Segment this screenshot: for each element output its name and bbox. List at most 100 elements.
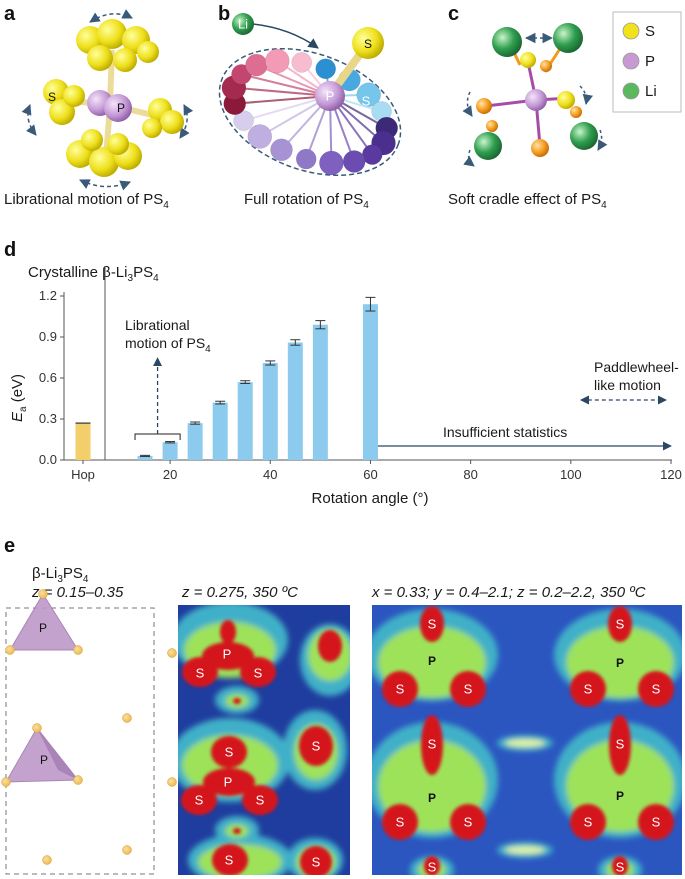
mid-map-atom-labels: P S S S P S S S S S — [195, 647, 321, 870]
mid-map-atom-s5: S — [256, 793, 265, 808]
panel-c-label: c — [448, 3, 459, 25]
right-map-atom-labels: S P S S S P S S S P S S S P S S S S — [396, 617, 661, 875]
x-tick-label: 20 — [163, 467, 177, 482]
panel-a-atom-s: S — [48, 90, 56, 104]
mid-map-atom-s4: S — [195, 793, 204, 808]
left-structure-z-range: z = 0.15–0.35 — [31, 584, 124, 601]
right-map-atom-s12: S — [652, 815, 661, 830]
librational-bracket — [134, 433, 181, 441]
legend-label-li: Li — [645, 83, 657, 100]
left-structure-title: β-Li3PS4 — [32, 565, 89, 585]
bar-angle-60 — [362, 304, 378, 460]
panel-a: a S P Librational motion of PS4 — [4, 3, 194, 211]
right-map-atom-s9: S — [464, 815, 473, 830]
ring-atom — [245, 53, 268, 77]
chart-title: Crystalline β-Li3PS4 — [28, 264, 159, 284]
annotation-paddlewheel-line2: like motion — [594, 377, 661, 393]
right-map-atom-s14: S — [616, 860, 625, 875]
errorbar-angle-30 — [215, 400, 226, 405]
ring-atom — [315, 58, 336, 80]
panel-e: e β-Li3PS4 z = 0.15–0.35 z = 0.275, 350 … — [1, 535, 682, 875]
x-tick-label-hop: Hop — [71, 467, 95, 482]
ps4-soft-cradle-illustration — [462, 23, 608, 167]
right-map-atom-p2: P — [616, 656, 624, 670]
panel-c: c — [448, 3, 682, 211]
ring-atom — [270, 138, 293, 162]
ring-atom — [233, 110, 254, 131]
chart-ylabel: Ea (eV) — [9, 374, 29, 422]
atom-legend: SP Li — [622, 22, 657, 100]
legend-marker-li — [622, 82, 640, 100]
annotation-librational-line2: motion of PS4 — [125, 335, 211, 355]
panel-b: b Li S P S Full rotation of PS4 — [218, 3, 402, 211]
panel-c-caption: Soft cradle effect of PS4 — [448, 191, 607, 211]
bar-angle-20 — [162, 442, 178, 460]
x-tick-label: 120 — [660, 467, 682, 482]
chart-plot-area: 0.0 0.3 0.6 0.9 1.2 20 40 60 80 100 120 Hop — [39, 266, 682, 482]
panel-b-caption: Full rotation of PS4 — [244, 191, 369, 211]
y-tick-label: 1.2 — [39, 288, 57, 303]
ring-atom — [295, 148, 317, 170]
left-structure-atom-p2: P — [40, 753, 48, 767]
right-map-atom-s1: S — [428, 617, 437, 632]
rotation-ring-atoms — [221, 48, 398, 176]
panel-a-atom-p: P — [117, 101, 125, 115]
mid-map-title: z = 0.275, 350 ºC — [181, 584, 298, 601]
mid-map-atom-s6: S — [312, 739, 321, 754]
panel-b-atom-p: P — [326, 89, 335, 104]
y-tick-label: 0.6 — [39, 370, 57, 385]
bar-angle-15 — [137, 455, 153, 460]
right-map-atom-p1: P — [428, 654, 436, 668]
bar-angle-45 — [287, 342, 303, 460]
panel-d: d Crystalline β-Li3PS4 Ea (eV) Rotation … — [4, 239, 682, 507]
bar-angle-35 — [237, 382, 253, 460]
mid-map-atom-s1: S — [196, 666, 205, 681]
x-tick-label: 80 — [463, 467, 477, 482]
annotation-librational-line1: Librational — [125, 317, 190, 333]
bar-angle-50 — [312, 324, 328, 460]
errorbar-angle-60 — [365, 296, 376, 312]
right-map-atom-s6: S — [652, 682, 661, 697]
bar-angle-30 — [212, 402, 228, 460]
errorbar-angle-15 — [140, 454, 151, 457]
right-density-map — [372, 605, 682, 875]
ring-atom — [319, 150, 344, 176]
y-tick-label: 0.9 — [39, 329, 57, 344]
right-map-atom-s8: S — [396, 815, 405, 830]
y-tick-label: 0.0 — [39, 452, 57, 467]
right-map-title: x = 0.33; y = 0.4–2.1; z = 0.2–2.2, 350 … — [371, 584, 646, 601]
mid-map-atom-s3: S — [225, 745, 234, 760]
chart-xlabel: Rotation angle (°) — [312, 490, 429, 507]
legend-label-p: P — [645, 53, 655, 70]
left-structure-atom-p1: P — [39, 621, 47, 635]
bar-angle-40 — [262, 362, 278, 460]
right-map-atom-s10: S — [616, 737, 625, 752]
right-map-atom-s5: S — [584, 682, 593, 697]
ring-atom — [342, 150, 366, 173]
bar-hop — [75, 423, 91, 460]
legend-label-s: S — [645, 23, 655, 40]
y-tick-label: 0.3 — [39, 411, 57, 426]
panel-b-atom-s: S — [364, 37, 372, 51]
errorbar-angle-50 — [315, 320, 326, 330]
right-map-atom-s13: S — [428, 860, 437, 875]
panel-b-label: b — [218, 3, 230, 25]
right-map-atom-s4: S — [616, 617, 625, 632]
x-tick-label: 60 — [363, 467, 377, 482]
mid-map-atom-s7: S — [225, 853, 234, 868]
errorbar-angle-20 — [165, 441, 176, 444]
mid-map-atom-s8: S — [312, 855, 321, 870]
errorbar-angle-25 — [190, 421, 201, 425]
legend-marker-s — [622, 22, 640, 40]
x-tick-label: 100 — [560, 467, 582, 482]
ring-atom — [265, 48, 290, 74]
errorbar-angle-40 — [265, 360, 276, 366]
annotation-insufficient-statistics: Insufficient statistics — [443, 424, 567, 440]
ring-atom — [247, 124, 273, 149]
panel-b-atom-s2: S — [362, 94, 371, 109]
mid-map-atom-s2: S — [254, 666, 263, 681]
panel-a-caption: Librational motion of PS4 — [4, 191, 169, 211]
errorbar-angle-35 — [240, 380, 251, 384]
bar-angle-25 — [187, 423, 203, 460]
right-map-atom-s11: S — [584, 815, 593, 830]
